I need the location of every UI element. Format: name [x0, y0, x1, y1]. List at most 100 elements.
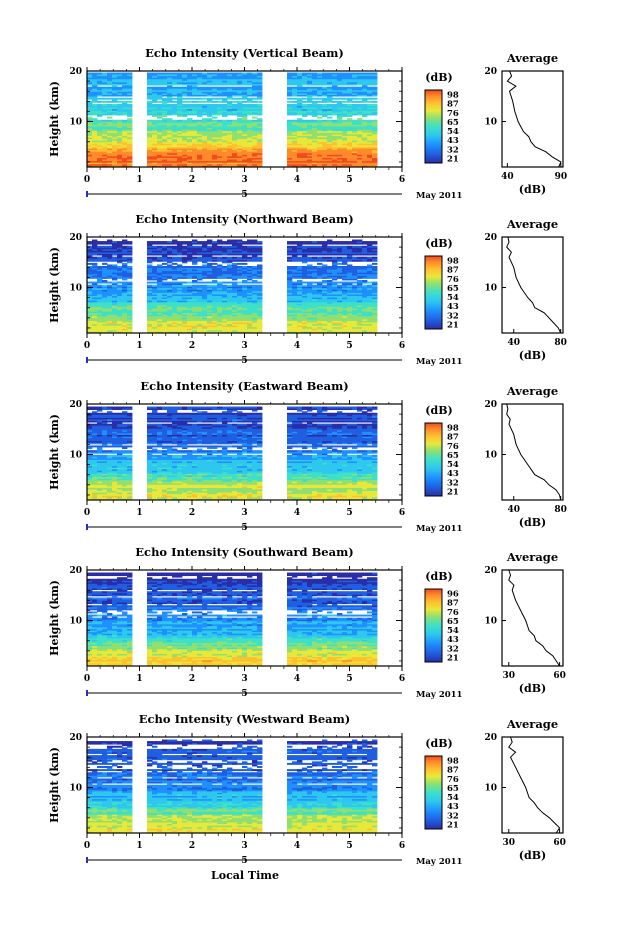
heatmap-cell [107, 266, 113, 268]
heatmap-cell [157, 322, 163, 325]
heatmap-cell [152, 144, 158, 147]
heatmap-cell [292, 303, 298, 306]
heatmap-cell [372, 78, 378, 81]
heatmap-cell [177, 149, 183, 152]
heatmap-cell [337, 287, 343, 290]
heatmap-cell [352, 294, 358, 297]
heatmap-cell [327, 119, 333, 122]
heatmap-cell [87, 163, 93, 166]
heatmap-cell [247, 75, 253, 78]
heatmap-cell [327, 99, 333, 102]
average-y-tick-label: 20 [484, 67, 497, 77]
heatmap-cell [302, 272, 308, 275]
heatmap-cell [227, 273, 233, 276]
heatmap-cell [257, 91, 263, 94]
heatmap-cell [122, 78, 128, 81]
heatmap-cell [97, 163, 103, 166]
heatmap-cell [167, 318, 173, 321]
heatmap-cell [92, 133, 98, 136]
heatmap-cell [112, 264, 118, 267]
heatmap-cell [237, 92, 243, 95]
heatmap-cell [237, 266, 243, 268]
heatmap-cell [292, 97, 298, 100]
heatmap-cell [197, 146, 203, 149]
heatmap-cell [157, 113, 163, 116]
heatmap-cell [112, 127, 118, 130]
heatmap-cell [307, 329, 313, 332]
heatmap-cell [367, 318, 373, 321]
heatmap-cell [302, 88, 308, 91]
heatmap-cell [177, 154, 183, 157]
heatmap-cell [192, 262, 198, 265]
heatmap-cell [222, 104, 228, 106]
heatmap-cell [362, 108, 368, 111]
heatmap-cell [172, 298, 178, 301]
average-title: Average [506, 51, 558, 65]
heatmap-cell [312, 149, 318, 152]
heatmap-cell [117, 259, 123, 262]
heatmap-cell [297, 149, 303, 152]
heatmap-cell [217, 303, 223, 306]
heatmap-cell [247, 315, 253, 318]
heatmap-cell [372, 154, 378, 157]
heatmap-cell [287, 315, 293, 318]
heatmap-cell [97, 309, 103, 312]
heatmap-cell [217, 146, 223, 149]
heatmap-cell [187, 160, 193, 163]
heatmap-cell [322, 328, 328, 331]
heatmap-cell [362, 143, 368, 146]
heatmap-cell [192, 329, 198, 332]
heatmap-cell [232, 149, 238, 152]
heatmap-cell [107, 77, 113, 80]
heatmap-cell [367, 124, 373, 127]
heatmap-cell [112, 111, 118, 114]
heatmap-cell [352, 325, 358, 328]
heatmap-cell [147, 113, 153, 116]
heatmap-cell [357, 80, 363, 83]
heatmap-cell [312, 276, 318, 279]
heatmap-cell [372, 155, 378, 158]
heatmap-cell [112, 154, 118, 157]
heatmap-cell [302, 320, 308, 323]
heatmap-cell [222, 115, 228, 117]
heatmap-cell [222, 155, 228, 158]
heatmap-cell [287, 269, 293, 272]
heatmap-cell [232, 304, 238, 307]
heatmap-cell [177, 318, 183, 321]
heatmap-cell [302, 77, 308, 80]
heatmap-cell [317, 113, 323, 116]
heatmap-cell [217, 269, 223, 272]
heatmap-cell [92, 135, 98, 138]
heatmap-cell [252, 81, 258, 84]
heatmap-cell [157, 74, 163, 77]
heatmap-cell [162, 259, 168, 262]
heatmap-cell [367, 270, 373, 273]
heatmap-cell [112, 138, 118, 141]
heatmap-cell [192, 326, 198, 329]
heatmap-cell [192, 275, 198, 278]
heatmap-cell [107, 78, 113, 81]
heatmap-cell [172, 317, 178, 320]
heatmap-cell [232, 322, 238, 325]
heatmap-cell [347, 110, 353, 113]
heatmap-cell [192, 107, 198, 110]
heatmap-cell [187, 113, 193, 116]
panel-title: Echo Intensity (Northward Beam) [135, 212, 353, 226]
heatmap-cell [182, 94, 188, 97]
heatmap-cell [237, 273, 243, 276]
heatmap-cell [257, 318, 263, 321]
heatmap-cell [287, 304, 293, 307]
heatmap-cell [322, 297, 328, 300]
heatmap-cell [167, 304, 173, 307]
heatmap-cell [242, 130, 248, 133]
heatmap-cell [157, 121, 163, 124]
heatmap-cell [232, 159, 238, 162]
heatmap-cell [102, 135, 108, 138]
heatmap-cell [327, 273, 333, 276]
heatmap-cell [307, 320, 313, 323]
heatmap-cell [307, 110, 313, 113]
heatmap-cell [202, 100, 208, 103]
heatmap-cell [167, 287, 173, 290]
heatmap-cell [242, 127, 248, 130]
heatmap-cell [327, 286, 333, 289]
